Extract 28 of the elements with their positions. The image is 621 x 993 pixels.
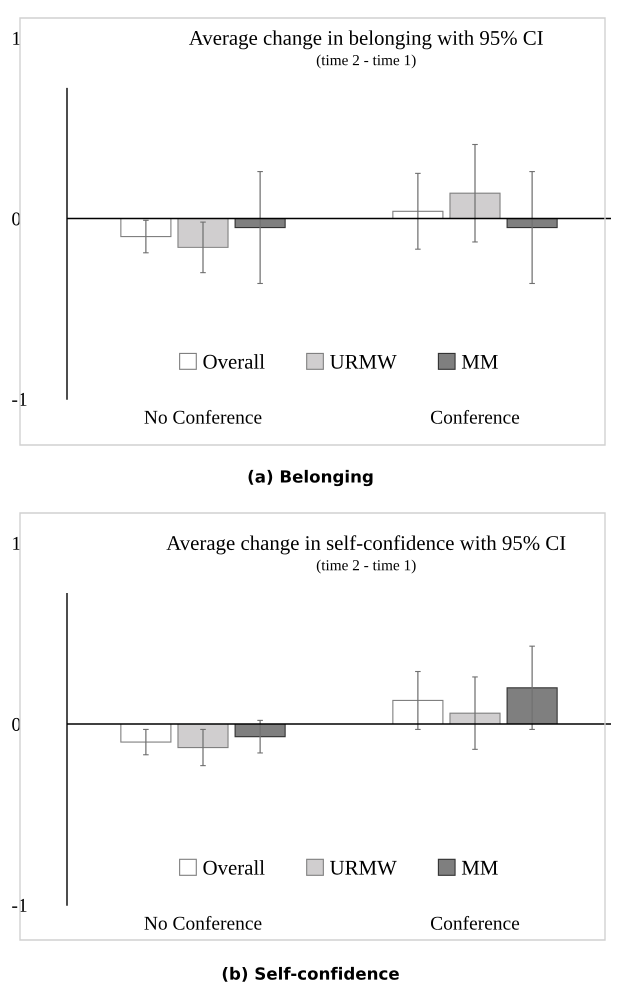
bar (392, 700, 444, 725)
chart-title: Average change in belonging with 95% CI (188, 30, 543, 50)
y-tick-label: 1 (13, 536, 20, 550)
chart-title: Average change in self-confidence with 95% CI (166, 535, 566, 554)
bar (120, 723, 172, 743)
x-tick-label: Conference (430, 916, 520, 930)
legend-label: URMW (330, 860, 397, 875)
legend-label: URMW (330, 354, 397, 369)
legend-label: MM (462, 354, 498, 369)
bar (177, 723, 229, 748)
y-tick-label: -1 (12, 898, 26, 912)
legend-label: Overall (203, 860, 265, 875)
bar (449, 712, 501, 725)
legend-label: Overall (203, 354, 265, 369)
text: (b) Self-confidence (222, 966, 399, 982)
text: (time 2 - time 1) (316, 560, 416, 574)
x-tick-label: No Conference (144, 410, 262, 424)
text: (a) Belonging (248, 470, 372, 486)
x-tick-label: Conference (430, 410, 520, 424)
text: (time 2 - time 1) (316, 54, 416, 68)
bar (449, 192, 501, 220)
y-tick-label: 1 (13, 32, 20, 45)
legend-label: MM (462, 860, 498, 875)
x-tick-label: No Conference (144, 916, 262, 930)
bar (177, 218, 229, 248)
bar (120, 218, 172, 238)
y-tick-label: -1 (12, 392, 26, 406)
bar (506, 687, 558, 725)
